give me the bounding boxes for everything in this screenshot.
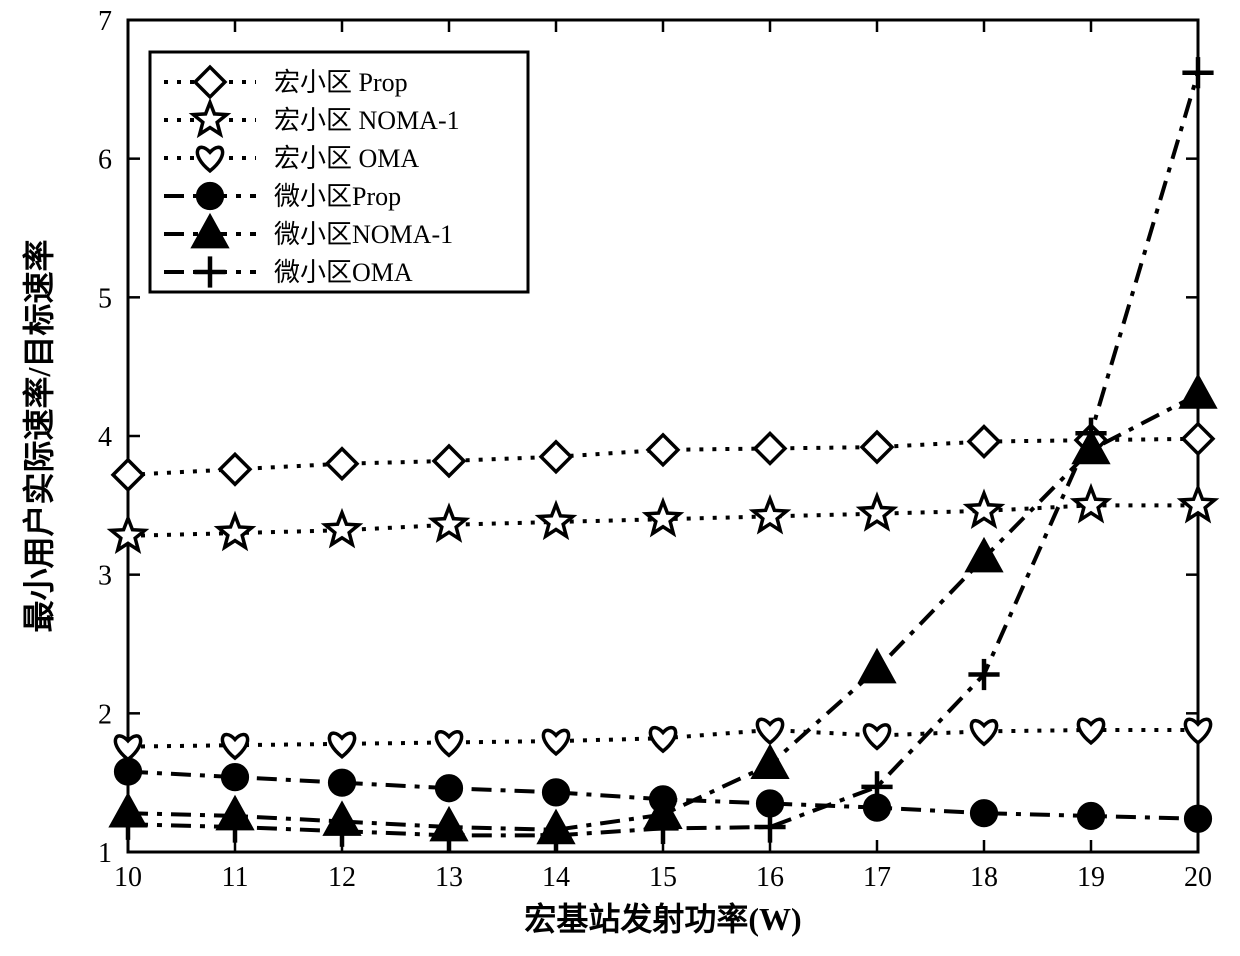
x-tick-label: 20 <box>1184 862 1212 893</box>
chart-wrapper: 10111213141516171819201234567宏基站发射功率(W)最… <box>0 0 1240 956</box>
x-tick-label: 19 <box>1077 862 1105 893</box>
legend-item-label: 微小区Prop <box>274 182 401 211</box>
legend-item-label: 微小区NOMA-1 <box>274 220 453 249</box>
legend-item-label: 宏小区 Prop <box>274 68 408 97</box>
x-tick-label: 15 <box>649 862 677 893</box>
y-tick-label: 6 <box>98 145 112 176</box>
x-axis-label: 宏基站发射功率(W) <box>524 901 801 937</box>
x-tick-label: 14 <box>542 862 570 893</box>
x-tick-label: 12 <box>328 862 356 893</box>
y-tick-label: 4 <box>98 422 112 453</box>
legend-item-label: 微小区OMA <box>274 258 413 287</box>
x-tick-label: 18 <box>970 862 998 893</box>
y-tick-label: 5 <box>98 283 112 314</box>
y-tick-label: 1 <box>98 838 112 869</box>
y-tick-label: 7 <box>98 6 112 37</box>
y-tick-label: 3 <box>98 561 112 592</box>
x-tick-label: 13 <box>435 862 463 893</box>
x-tick-label: 10 <box>114 862 142 893</box>
x-tick-label: 17 <box>863 862 891 893</box>
legend-item-label: 宏小区 NOMA-1 <box>274 106 460 135</box>
x-tick-label: 11 <box>222 862 249 893</box>
legend-item-label: 宏小区 OMA <box>274 144 419 173</box>
y-tick-label: 2 <box>98 699 112 730</box>
x-tick-label: 16 <box>756 862 784 893</box>
line-chart: 10111213141516171819201234567宏基站发射功率(W)最… <box>0 0 1240 956</box>
y-axis-label: 最小用户实际速率/目标速率 <box>21 240 57 633</box>
legend: 宏小区 Prop 宏小区 NOMA-1 宏小区 OMA 微小区Prop 微小区NOMA-… <box>150 52 528 292</box>
